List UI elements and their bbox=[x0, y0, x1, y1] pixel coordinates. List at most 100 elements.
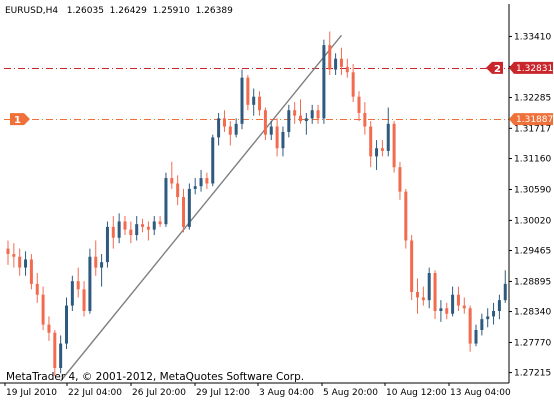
candle bbox=[480, 313, 484, 336]
candle-body bbox=[310, 110, 314, 119]
candle-body bbox=[94, 256, 98, 268]
candle bbox=[451, 286, 455, 317]
candle bbox=[65, 297, 68, 349]
candle bbox=[100, 254, 104, 287]
candle-body bbox=[468, 308, 472, 344]
candle bbox=[269, 121, 273, 141]
level-tag-2: 2 bbox=[486, 61, 503, 75]
candle bbox=[158, 216, 162, 227]
candle-body bbox=[117, 221, 121, 238]
candle bbox=[182, 188, 185, 233]
candle bbox=[41, 286, 45, 330]
candle bbox=[135, 216, 139, 241]
candle bbox=[146, 221, 150, 241]
candle-body bbox=[146, 226, 150, 230]
tag-bg bbox=[10, 113, 30, 126]
candle-body bbox=[76, 281, 80, 290]
candle-body bbox=[345, 66, 349, 73]
candle-body bbox=[386, 123, 390, 151]
candle bbox=[293, 102, 297, 124]
ohlc-header: EURUSD,H4 1.26035 1.26429 1.25910 1.2638… bbox=[5, 6, 233, 16]
candle bbox=[433, 270, 437, 320]
candle-body bbox=[35, 283, 39, 295]
y-tick-label: 1.29465 bbox=[514, 247, 551, 257]
candle bbox=[404, 188, 408, 249]
level-tag-1: 1 bbox=[10, 113, 30, 126]
candle-body bbox=[287, 110, 291, 132]
candle bbox=[427, 267, 431, 309]
candle bbox=[6, 240, 10, 265]
candle bbox=[421, 286, 425, 306]
candle-body bbox=[497, 300, 501, 312]
candle bbox=[129, 221, 133, 244]
candle-body bbox=[170, 178, 174, 184]
candle-body bbox=[299, 115, 302, 122]
candle bbox=[222, 110, 226, 132]
candle-body bbox=[275, 126, 279, 149]
candle bbox=[12, 243, 16, 268]
candle-body bbox=[439, 308, 443, 312]
candle-body bbox=[222, 118, 226, 127]
candle bbox=[24, 251, 28, 276]
candle bbox=[217, 112, 221, 146]
price-box-label: 1.32831 bbox=[516, 64, 553, 74]
high-value: 1.26429 bbox=[109, 6, 147, 16]
candle-body bbox=[6, 248, 10, 255]
candle-body bbox=[380, 148, 384, 151]
candle bbox=[263, 107, 267, 141]
candle bbox=[164, 172, 168, 227]
y-tick-label: 1.32285 bbox=[514, 93, 551, 103]
price-levels bbox=[4, 68, 509, 120]
candle-body bbox=[111, 226, 115, 238]
candle bbox=[474, 324, 478, 347]
candle bbox=[334, 53, 338, 75]
y-axis-ticks: 1.334101.328551.322851.317171.311601.305… bbox=[509, 32, 551, 379]
trendline-layer bbox=[60, 34, 342, 382]
candles bbox=[6, 31, 507, 377]
candle bbox=[456, 286, 460, 312]
candle bbox=[462, 297, 466, 314]
price-box-bg bbox=[509, 113, 553, 126]
candle-body bbox=[12, 254, 16, 257]
candle-body bbox=[339, 58, 343, 67]
candle bbox=[299, 99, 302, 124]
candle bbox=[486, 308, 490, 328]
candle-body bbox=[182, 197, 185, 227]
candle-body bbox=[70, 281, 74, 306]
candle bbox=[416, 278, 419, 314]
candle bbox=[211, 134, 215, 187]
candle-body bbox=[322, 45, 326, 119]
candle-body bbox=[228, 126, 232, 135]
y-tick-label: 1.30590 bbox=[514, 185, 551, 195]
candle bbox=[316, 104, 320, 124]
candle-body bbox=[100, 262, 104, 268]
candle bbox=[47, 316, 51, 341]
candle bbox=[70, 275, 74, 312]
candle bbox=[468, 305, 472, 352]
candle-body bbox=[392, 123, 396, 168]
candle-body bbox=[88, 256, 92, 312]
candle-body bbox=[351, 72, 355, 97]
candle-body bbox=[316, 110, 320, 119]
candle-body bbox=[462, 305, 466, 309]
candle bbox=[152, 216, 156, 236]
candle-body bbox=[246, 77, 250, 105]
candle bbox=[35, 273, 39, 303]
candle-body bbox=[357, 96, 361, 113]
candle bbox=[287, 104, 291, 138]
candle-body bbox=[416, 292, 419, 298]
candle-body bbox=[29, 259, 33, 284]
candle-body bbox=[486, 316, 490, 320]
candle-body bbox=[293, 110, 297, 116]
candle bbox=[228, 121, 232, 146]
candle-body bbox=[421, 297, 425, 301]
candle-body bbox=[234, 123, 238, 135]
candle-body bbox=[474, 329, 478, 344]
y-tick-label: 1.31160 bbox=[514, 155, 551, 165]
x-axis-ticks: 19 Jul 2010 22 Jul 04:00 26 Jul 20:00 29 Ju… bbox=[4, 383, 511, 398]
candle bbox=[187, 183, 191, 230]
y-tick-label: 1.28895 bbox=[514, 277, 551, 287]
candle bbox=[88, 248, 92, 314]
